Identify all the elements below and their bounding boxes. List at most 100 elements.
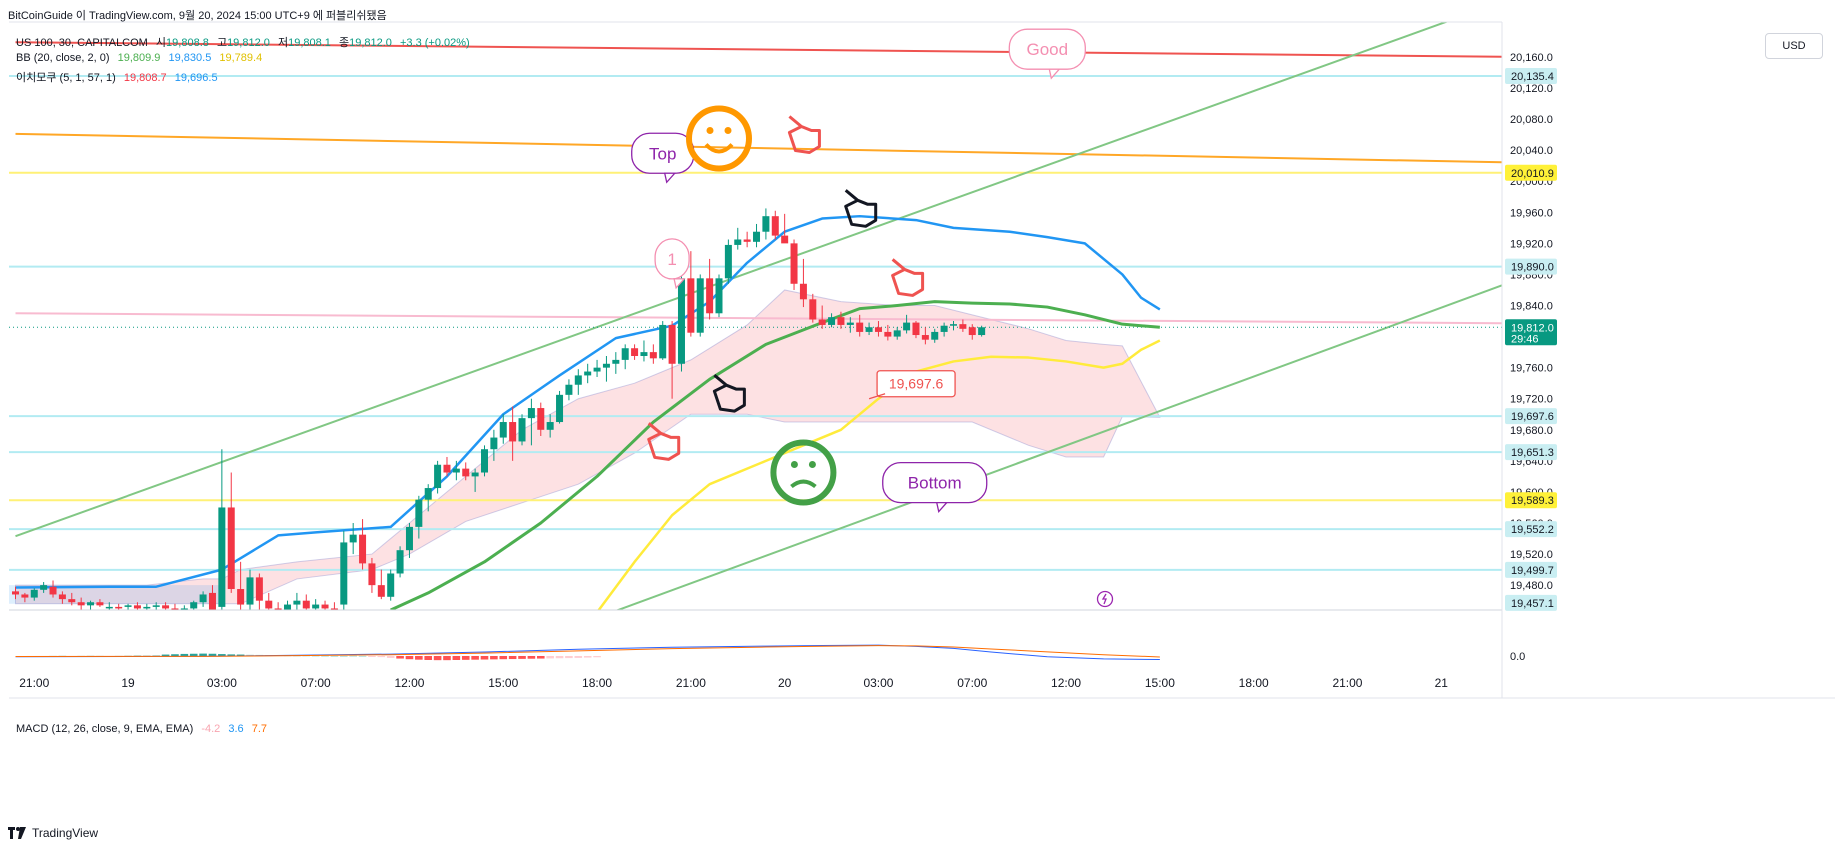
- candle-body: [124, 605, 132, 607]
- macd-histogram-bar: [499, 656, 508, 660]
- candle-body: [227, 507, 235, 590]
- speech-bubble-text: Bottom: [908, 474, 962, 493]
- macd-histogram-bar: [518, 656, 526, 659]
- candle-body: [940, 325, 948, 332]
- bb-legend[interactable]: BB (20, close, 2, 0) 19,809.9 19,830.5 1…: [16, 52, 267, 64]
- price-callout-box: [876, 370, 956, 398]
- candle-body: [799, 283, 807, 300]
- candle-body: [77, 602, 85, 606]
- bb-lower-value: 19,789.4: [219, 52, 263, 64]
- high-value: 19,812.0: [227, 37, 270, 49]
- ichimoku-v1: 19,808.7: [123, 72, 167, 84]
- confused-face-icon-eye: [808, 461, 816, 469]
- lightning-bolt-icon: [1101, 593, 1107, 605]
- bb-label: BB (20, close, 2, 0): [16, 52, 110, 64]
- ichimoku-cloud: [15, 289, 1161, 605]
- happy-face-icon-eye: [706, 127, 714, 135]
- happy-face-icon-mouth: [704, 143, 734, 154]
- macd-histogram-bar: [189, 653, 198, 656]
- candle-body: [790, 243, 798, 284]
- pointing-hand-icon: [647, 422, 681, 461]
- macd-histogram-bar: [565, 656, 573, 659]
- candle-body: [12, 591, 19, 595]
- candle-body: [171, 608, 179, 610]
- candle-body: [677, 278, 685, 364]
- macd-histogram-bar: [377, 656, 386, 658]
- symbol-label[interactable]: US 100, 30, CAPITALCOM: [16, 37, 148, 49]
- candle-body: [565, 384, 573, 395]
- speech-bubble: [1008, 28, 1086, 70]
- candle-body: [893, 330, 901, 337]
- candle-body: [724, 244, 732, 279]
- main-pane: Good Top 1 Bottom 19,697.6: [9, 22, 1502, 610]
- price-axis-label: [1505, 561, 1557, 578]
- macd-histogram-bar: [396, 656, 404, 659]
- candle-body: [921, 335, 929, 340]
- candle-body: [143, 606, 151, 609]
- candle-body: [762, 216, 770, 232]
- price-axis-label: [1505, 521, 1557, 538]
- speech-bubble-text: Top: [649, 144, 676, 163]
- candle-body: [274, 608, 282, 610]
- candle-body: [40, 585, 48, 590]
- candle-body: [190, 602, 198, 609]
- candle-body: [237, 589, 245, 605]
- candle-body: [903, 322, 911, 331]
- candle-body: [574, 375, 582, 385]
- y-axis-tick-label: 20,080.0: [1510, 114, 1553, 126]
- ichimoku-legend[interactable]: 이치모쿠 (5, 1, 57, 1) 19,808.7 19,696.5: [16, 69, 223, 85]
- price-axis-label-text: 19,890.0: [1511, 262, 1554, 274]
- candle-body: [659, 324, 667, 359]
- price-axis-label-text: 19,812.0: [1511, 322, 1554, 334]
- price-axis-label-text: 19,499.7: [1511, 565, 1554, 577]
- candle-body: [368, 563, 376, 586]
- speech-bubble-tail: [673, 278, 686, 290]
- price-axis-label-text: 20,135.4: [1511, 71, 1554, 83]
- x-axis-tick-label: 21: [1435, 676, 1449, 690]
- macd-histogram-bar: [180, 653, 189, 656]
- candle-body: [162, 605, 170, 609]
- trend-line: [15, 22, 1449, 538]
- price-axis-label-text: 20,010.9: [1511, 168, 1554, 180]
- candle-body: [771, 216, 779, 236]
- macd-value: 3.6: [228, 723, 244, 735]
- candle-body: [133, 605, 141, 609]
- macd-histogram-bar: [143, 655, 151, 657]
- candle-body: [302, 600, 310, 609]
- candle-body: [265, 600, 273, 609]
- candle-body: [706, 278, 714, 314]
- candle-body: [818, 319, 826, 325]
- macd-histogram-bar: [368, 656, 376, 657]
- price-axis-label-text: 19,457.1: [1511, 598, 1554, 610]
- macd-histogram-bar: [358, 655, 367, 657]
- candle-body: [602, 363, 610, 368]
- macd-histogram-bar: [527, 656, 536, 659]
- candle-body: [30, 589, 38, 598]
- candle-body: [631, 348, 639, 357]
- macd-histogram-bar: [171, 654, 179, 656]
- happy-face-icon: [686, 105, 752, 172]
- candle-body: [518, 418, 526, 442]
- currency-button[interactable]: USD: [1765, 33, 1823, 59]
- candle-body: [781, 235, 789, 244]
- candle-body: [481, 449, 488, 473]
- candle-body: [58, 594, 66, 600]
- candle-body: [340, 542, 348, 605]
- macd-zero-label: 0.0: [1510, 651, 1525, 663]
- candle-body: [218, 507, 226, 607]
- candle-body: [809, 299, 817, 320]
- price-axis-label: [1505, 68, 1557, 85]
- close-value: 19,812.0: [349, 37, 392, 49]
- confused-face-icon-mouth: [790, 479, 817, 489]
- candle-body: [471, 472, 479, 477]
- macd-histogram-bar: [208, 653, 217, 656]
- candle-body: [499, 422, 507, 438]
- price-callout-pointer: [868, 393, 886, 400]
- candle-body: [349, 534, 357, 543]
- macd-legend[interactable]: MACD (12, 26, close, 9, EMA, EMA) -4.2 3…: [16, 723, 272, 735]
- x-axis-tick-label: 18:00: [582, 676, 612, 690]
- tradingview-footer[interactable]: TradingView: [8, 826, 98, 840]
- y-axis-tick-label: 19,840.0: [1510, 301, 1553, 313]
- candle-body: [687, 278, 695, 333]
